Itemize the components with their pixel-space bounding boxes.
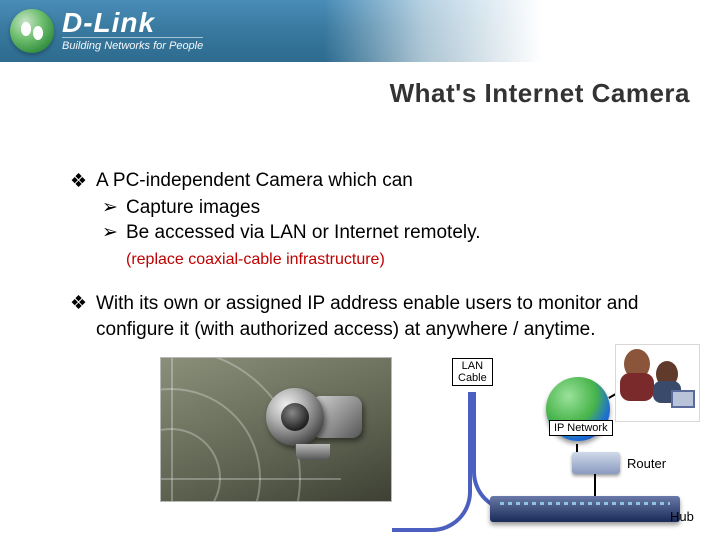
brand-logo: D-Link Building Networks for People xyxy=(0,9,203,53)
hub-label: Hub xyxy=(670,509,694,524)
bullet-sub-1a: Capture images xyxy=(102,196,690,221)
users-photo xyxy=(615,344,700,422)
bullet-main-2: With its own or assigned IP address enab… xyxy=(70,291,690,342)
bullet-sub-1b: Be accessed via LAN or Internet remotely… xyxy=(102,221,690,246)
ip-network-label: IP Network xyxy=(549,420,613,436)
camera-icon xyxy=(266,388,371,458)
network-diagram: LAN Cable IP Network Router Hub xyxy=(160,352,700,522)
slide-header: D-Link Building Networks for People xyxy=(0,0,720,62)
dlink-globe-icon xyxy=(10,9,54,53)
slide-content: A PC-independent Camera which can Captur… xyxy=(70,170,690,347)
bullet-annotation: (replace coaxial-cable infrastructure) xyxy=(126,251,690,269)
bullet-main-1: A PC-independent Camera which can xyxy=(70,170,690,192)
brand-name: D-Link xyxy=(62,10,203,35)
router-icon xyxy=(572,452,620,474)
hub-icon xyxy=(490,496,680,522)
lan-cable-icon xyxy=(392,392,472,532)
camera-panel xyxy=(160,357,392,502)
lan-cable-label: LAN Cable xyxy=(452,358,493,386)
slide-title: What's Internet Camera xyxy=(390,78,690,109)
brand-tagline: Building Networks for People xyxy=(62,37,203,52)
header-fade xyxy=(324,0,720,62)
router-label: Router xyxy=(627,456,666,471)
